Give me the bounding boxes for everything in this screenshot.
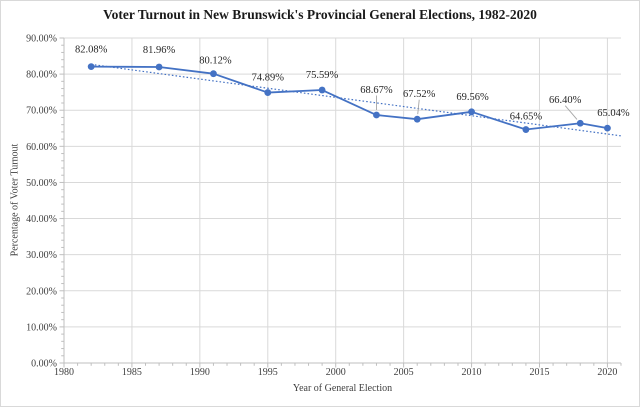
data-label: 74.89%: [252, 73, 285, 84]
y-tick-label: 40.00%: [26, 214, 57, 225]
data-point-marker: [210, 70, 217, 78]
y-tick-label: 0.00%: [31, 359, 57, 370]
data-point-marker: [264, 89, 272, 96]
gridlines: [64, 37, 621, 363]
x-tick-label: 1995: [258, 367, 278, 378]
data-point-marker: [318, 86, 326, 94]
x-tick-label: 1980: [54, 367, 74, 378]
data-label: 68.67%: [360, 85, 393, 96]
x-tick-label: 2020: [597, 367, 617, 378]
y-tick-label: 60.00%: [26, 142, 57, 153]
x-tick-label: 2010: [462, 367, 482, 378]
tick-labels: 0.00% 10.00% 20.00% 30.00% 40.00% 50.00% 60.00…: [26, 34, 617, 379]
data-label: 69.56%: [456, 92, 489, 103]
data-point-marker: [373, 111, 380, 119]
tick-marks: [59, 37, 622, 368]
data-labels: 82.08% 81.96% 80.12% 74.89% 75.59% 68.67% 67.5…: [75, 45, 630, 123]
y-tick-label: 80.00%: [26, 70, 57, 81]
y-tick-label: 10.00%: [26, 322, 57, 333]
trendline: [91, 63, 622, 137]
data-point-marker: [576, 119, 584, 127]
x-tick-label: 2005: [394, 367, 414, 378]
data-label: 67.52%: [403, 89, 436, 100]
x-tick-label: 1985: [122, 367, 142, 378]
data-label: 81.96%: [143, 45, 176, 56]
data-point-marker: [522, 126, 530, 133]
data-label: 82.08%: [75, 45, 108, 56]
x-tick-label: 2015: [529, 367, 549, 378]
series-markers: [87, 63, 611, 133]
data-point-marker: [155, 63, 163, 71]
x-tick-label: 2000: [326, 367, 346, 378]
data-point-marker: [87, 63, 95, 70]
data-point-marker: [604, 124, 611, 132]
y-tick-label: 90.00%: [26, 34, 57, 45]
data-point-marker: [413, 115, 421, 123]
y-tick-label: 20.00%: [26, 286, 57, 297]
data-label: 64.65%: [510, 112, 543, 123]
chart-title: Voter Turnout in New Brunswick's Provinc…: [103, 7, 537, 22]
y-tick-label: 30.00%: [26, 250, 57, 261]
data-label: 66.40%: [549, 95, 582, 106]
x-tick-label: 1990: [190, 367, 210, 378]
data-label: 65.04%: [597, 108, 630, 119]
data-label: 80.12%: [199, 56, 232, 67]
x-axis-title: Year of General Election: [292, 383, 393, 394]
data-point-marker: [468, 108, 475, 116]
y-tick-label: 50.00%: [26, 178, 57, 189]
label-leader-lines: [376, 95, 578, 120]
y-tick-label: 70.00%: [26, 106, 57, 117]
data-label: 75.59%: [306, 70, 339, 81]
axis-lines: [63, 38, 621, 364]
